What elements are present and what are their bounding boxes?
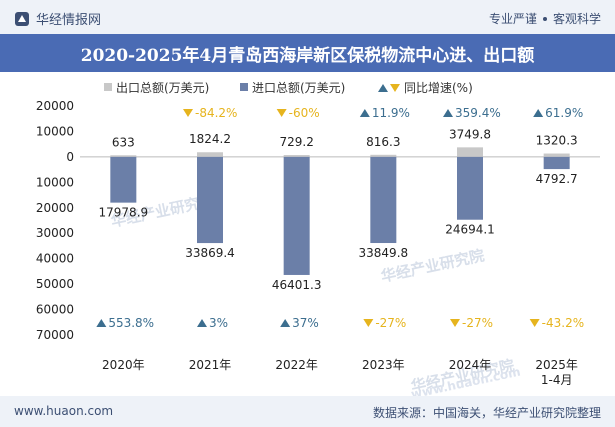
legend-swatch-export <box>104 83 112 91</box>
import-bar <box>543 156 570 170</box>
chart-title: 2020-2025年4月青岛西海岸新区保税物流中心进、出口额 <box>80 45 535 66</box>
import-bar <box>283 156 310 275</box>
x-category-label: 2022年 <box>275 358 318 372</box>
top-banner: 华经情报网 专业严谨 客观科学 <box>0 0 615 34</box>
export-bar <box>110 155 137 157</box>
export-yoy-up-triangle-icon <box>359 109 370 117</box>
export-value-label: 729.2 <box>279 135 313 149</box>
slogan: 专业严谨 客观科学 <box>489 10 601 27</box>
import-yoy-label: -27% <box>462 316 493 330</box>
legend-label-yoy: 同比增速(%) <box>404 81 473 95</box>
export-yoy-label: 359.4% <box>455 106 501 120</box>
export-bar <box>283 155 310 157</box>
slogan-left: 专业严谨 <box>488 12 537 26</box>
export-value-label: 3749.8 <box>449 127 491 141</box>
export-value-label: 816.3 <box>366 135 400 149</box>
x-category-label: 2021年 <box>189 358 232 372</box>
export-bar <box>457 147 483 157</box>
export-bar <box>370 154 397 157</box>
import-yoy-up-triangle-icon <box>96 319 107 327</box>
y-tick-label: 0 <box>66 150 74 164</box>
import-value-label: 46401.3 <box>272 278 322 292</box>
import-yoy-label: 3% <box>209 316 228 330</box>
y-tick-label: 10000 <box>36 175 74 189</box>
legend-label-export: 出口总额(万美元) <box>116 81 209 95</box>
import-value-label: 17978.9 <box>99 206 149 220</box>
import-bar <box>370 156 397 244</box>
import-bar <box>110 156 137 203</box>
import-yoy-label: 37% <box>292 316 319 330</box>
x-category-label: 2024年 <box>449 358 492 372</box>
brand-name: 华经情报网 <box>36 13 102 28</box>
y-tick-label: 20000 <box>36 99 74 113</box>
export-yoy-label: 11.9% <box>372 106 410 120</box>
brand[interactable]: 华经情报网 <box>14 9 101 28</box>
legend-label-import: 进口总额(万美元) <box>252 81 345 95</box>
import-yoy-down-triangle-icon <box>529 319 540 327</box>
import-yoy-down-triangle-icon <box>363 319 374 327</box>
legend-down-triangle-icon <box>390 84 400 92</box>
y-tick-label: 30000 <box>36 226 74 240</box>
import-value-label: 4792.7 <box>536 172 578 186</box>
x-category-label: 2020年 <box>102 358 145 372</box>
x-category-label: 1-4月 <box>541 373 573 387</box>
import-yoy-down-triangle-icon <box>450 319 460 327</box>
slogan-separator <box>542 16 547 21</box>
legend-swatch-import <box>240 83 248 91</box>
export-bar <box>197 152 223 157</box>
export-yoy-label: -60% <box>289 106 320 120</box>
export-yoy-down-triangle-icon <box>183 109 193 117</box>
export-value-label: 1824.2 <box>189 132 231 146</box>
export-value-label: 1320.3 <box>536 134 578 148</box>
export-yoy-down-triangle-icon <box>276 109 287 117</box>
import-bar <box>457 156 483 220</box>
y-tick-label: 70000 <box>36 328 74 342</box>
y-tick-label: 20000 <box>36 201 74 215</box>
import-yoy-up-triangle-icon <box>197 319 207 327</box>
legend-up-triangle-icon <box>378 84 388 92</box>
y-tick-label: 10000 <box>36 124 74 138</box>
import-yoy-up-triangle-icon <box>280 319 291 327</box>
export-yoy-label: -84.2% <box>195 106 237 120</box>
import-bar <box>197 156 223 244</box>
import-value-label: 33869.4 <box>185 246 235 260</box>
x-category-label: 2025年 <box>535 358 578 372</box>
y-tick-label: 50000 <box>36 277 74 291</box>
brand-logo-icon <box>15 11 29 26</box>
import-yoy-label: -43.2% <box>542 316 584 330</box>
x-category-label: 2023年 <box>362 358 405 372</box>
footer: www.huaon.com 数据来源：中国海关，华经产业研究院整理 <box>0 396 615 427</box>
import-value-label: 24694.1 <box>445 223 495 237</box>
y-tick-label: 40000 <box>36 252 74 266</box>
y-tick-label: 60000 <box>36 303 74 317</box>
slogan-right: 客观科学 <box>552 12 601 26</box>
footer-source: 数据来源：中国海关，华经产业研究院整理 <box>372 406 601 420</box>
export-yoy-label: 61.9% <box>545 106 583 120</box>
export-yoy-up-triangle-icon <box>533 109 544 117</box>
import-value-label: 33849.8 <box>359 246 409 260</box>
import-yoy-label: -27% <box>375 316 406 330</box>
export-yoy-up-triangle-icon <box>443 109 453 117</box>
export-value-label: 633 <box>112 135 135 149</box>
title-bar: 2020-2025年4月青岛西海岸新区保税物流中心进、出口额 <box>0 34 615 72</box>
import-yoy-label: 553.8% <box>108 316 154 330</box>
footer-site[interactable]: www.huaon.com <box>14 404 114 418</box>
bar-chart: 出口总额(万美元) 进口总额(万美元) 同比增速(%) 20000 10000 0 1000… <box>36 81 600 387</box>
export-bar <box>543 153 570 157</box>
